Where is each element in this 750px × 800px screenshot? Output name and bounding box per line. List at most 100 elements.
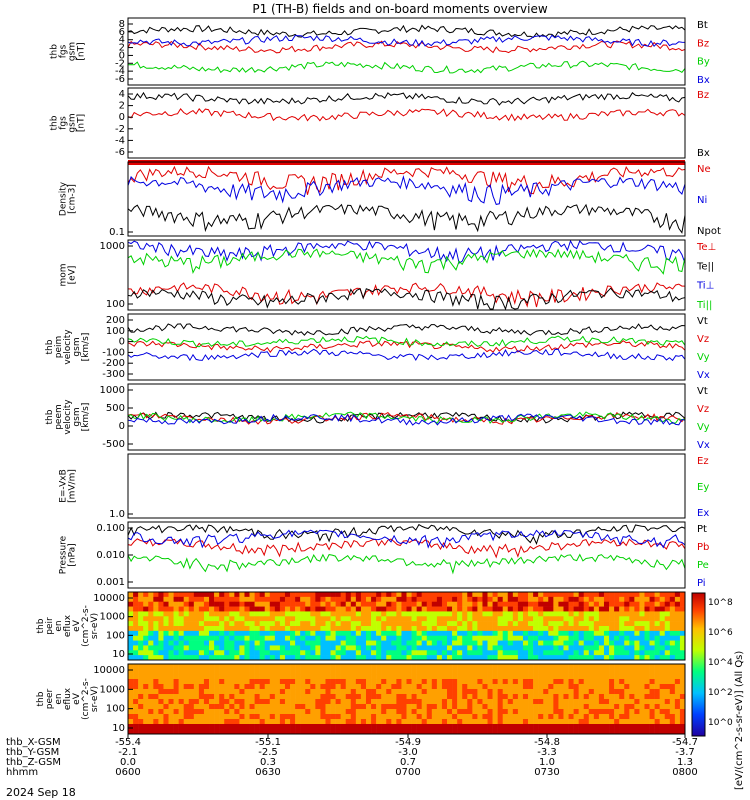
heatmap-cell — [345, 714, 352, 720]
heatmap-cell — [563, 630, 569, 637]
heatmap-cell — [492, 616, 498, 622]
heatmap-cell — [679, 684, 686, 690]
legend-ni: Ni — [697, 195, 707, 206]
heatmap-cell — [664, 621, 671, 627]
heatmap-cell — [300, 729, 306, 735]
heatmap-cell — [259, 724, 266, 730]
heatmap-cell — [371, 714, 377, 720]
heatmap-cell — [203, 596, 210, 603]
heatmap-cell — [669, 669, 676, 675]
heatmap-cell — [376, 611, 382, 617]
heatmap-cell — [284, 626, 291, 632]
heatmap-cell — [335, 592, 341, 598]
heatmap-cell — [593, 611, 600, 617]
heatmap-cell — [178, 719, 184, 725]
heatmap-cell — [183, 616, 190, 622]
heatmap-cell — [305, 616, 311, 622]
heatmap-cell — [614, 616, 620, 622]
heatmap-cell — [193, 724, 200, 730]
heatmap-cell — [568, 719, 574, 725]
heatmap-cell — [209, 669, 215, 675]
heatmap-cell — [679, 689, 686, 695]
heatmap-cell — [431, 640, 438, 646]
heatmap-cell — [133, 684, 139, 690]
heatmap-cell — [279, 606, 286, 612]
heatmap-cell — [163, 592, 169, 598]
heatmap-cell — [573, 621, 579, 627]
heatmap-cell — [234, 709, 240, 715]
heatmap-cell — [168, 592, 174, 598]
y-axis-label: eflux — [63, 614, 73, 637]
heatmap-cell — [198, 679, 205, 685]
heatmap-cell — [345, 704, 352, 710]
heatmap-cell — [533, 626, 539, 632]
heatmap-cell — [320, 592, 326, 598]
heatmap-cell — [401, 699, 407, 705]
heatmap-cell — [614, 699, 620, 705]
heatmap-cell — [143, 689, 149, 695]
heatmap-cell — [284, 616, 291, 622]
heatmap-cell — [193, 640, 200, 646]
heatmap-cell — [214, 684, 220, 690]
heatmap-cell — [249, 724, 255, 730]
heatmap-cell — [548, 645, 554, 651]
heatmap-cell — [624, 694, 630, 700]
heatmap-cell — [254, 592, 260, 598]
heatmap-cell — [386, 669, 392, 675]
heatmap-cell — [168, 606, 174, 612]
heatmap-cell — [507, 606, 514, 612]
heatmap-cell — [517, 655, 524, 661]
heatmap-cell — [401, 635, 407, 641]
heatmap-cell — [462, 684, 468, 690]
heatmap-cell — [669, 596, 676, 603]
heatmap-cell — [376, 709, 382, 715]
heatmap-cell — [558, 621, 564, 627]
y-axis-label: [km/s] — [81, 403, 91, 432]
heatmap-cell — [517, 714, 524, 720]
heatmap-cell — [664, 596, 671, 603]
heatmap-cell — [578, 611, 585, 617]
heatmap-cell — [664, 616, 671, 622]
heatmap-cell — [502, 626, 509, 632]
heatmap-cell — [619, 719, 625, 725]
heatmap-cell — [517, 664, 524, 670]
heatmap-cell — [487, 699, 493, 705]
heatmap-cell — [158, 719, 164, 725]
heatmap-cell — [679, 650, 686, 656]
heatmap-cell — [345, 616, 352, 622]
heatmap-cell — [173, 704, 179, 710]
heatmap-cell — [305, 719, 311, 725]
heatmap-cell — [158, 601, 164, 607]
heatmap-cell — [543, 596, 549, 603]
heatmap-cell — [603, 645, 610, 651]
heatmap-cell — [249, 729, 255, 735]
y-tick-label: -2 — [115, 124, 125, 135]
heatmap-cell — [320, 606, 326, 612]
heatmap-cell — [391, 699, 397, 705]
heatmap-cell — [447, 635, 453, 641]
heatmap-cell — [315, 621, 321, 627]
series-ni-line — [127, 175, 686, 205]
heatmap-cell — [330, 689, 336, 695]
heatmap-cell — [355, 729, 362, 735]
heatmap-cell — [553, 694, 559, 700]
heatmap-cell — [406, 655, 412, 661]
heatmap-cell — [239, 719, 245, 725]
heatmap-cell — [183, 601, 190, 607]
heatmap-cell — [568, 645, 574, 651]
heatmap-cell — [406, 674, 412, 680]
heatmap-cell — [279, 674, 286, 680]
heatmap-cell — [295, 669, 301, 675]
heatmap-cell — [350, 679, 357, 685]
heatmap-cell — [178, 714, 184, 720]
heatmap-cell — [548, 601, 554, 607]
heatmap-cell — [153, 616, 159, 622]
heatmap-cell — [624, 679, 630, 685]
heatmap-cell — [568, 592, 574, 598]
heatmap-cell — [239, 679, 245, 685]
heatmap-cell — [588, 655, 595, 661]
heatmap-cell — [279, 635, 286, 641]
heatmap-cell — [573, 674, 579, 680]
heatmap-cell — [659, 650, 666, 656]
